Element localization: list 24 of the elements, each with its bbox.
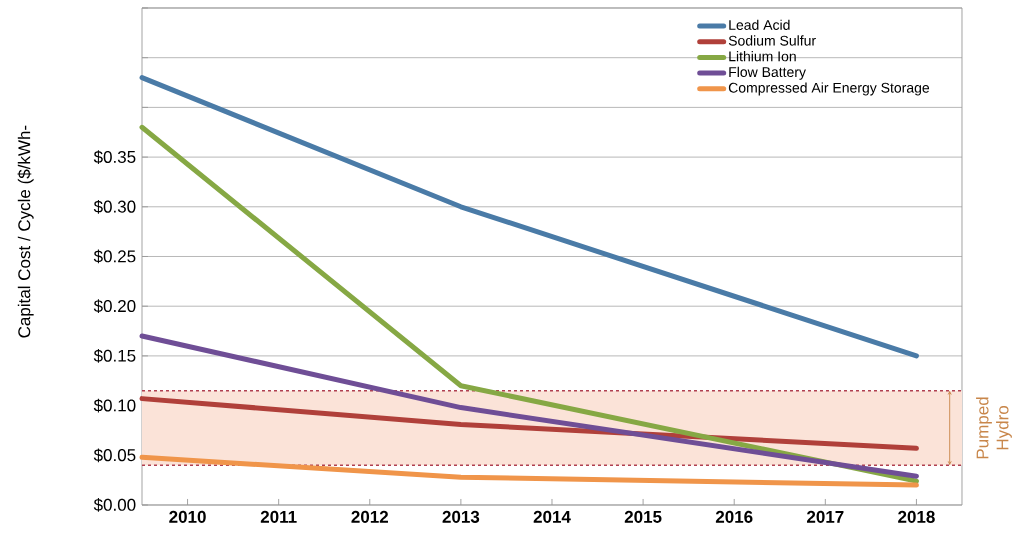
legend-label: Compressed Air Energy Storage (728, 82, 930, 96)
legend-label: Lead Acid (729, 19, 790, 30)
y-tick-label: $0.00 (93, 498, 136, 512)
x-tick-label: 2012 (351, 510, 388, 523)
y-axis-title: Capital Cost / Cycle ($/kWh- (17, 125, 34, 338)
x-tick-label: 2013 (442, 510, 480, 523)
x-tick-label: 2015 (624, 510, 662, 523)
legend-label: Lithium Ion (729, 51, 796, 62)
x-tick-label: 2011 (260, 510, 297, 523)
y-tick-label: $0.15 (93, 349, 136, 363)
x-tick-label: 2010 (169, 510, 206, 523)
x-tick-label: 2017 (807, 510, 844, 523)
x-tick-label: 2018 (898, 510, 935, 523)
band-label: Pumped Hydro (976, 397, 1012, 459)
y-tick-label: $0.35 (93, 150, 136, 164)
x-tick-label: 2016 (715, 510, 753, 523)
legend-label: Sodium Sulfur (728, 35, 816, 46)
y-tick-label: $0.05 (93, 448, 136, 463)
y-tick-label: $0.10 (93, 398, 136, 413)
y-tick-label: $0.25 (93, 249, 136, 264)
legend-label: Flow Battery (729, 66, 806, 80)
y-tick-label: $0.20 (93, 299, 136, 314)
y-tick-label: $0.30 (93, 199, 136, 214)
x-tick-label: 2014 (533, 510, 571, 523)
